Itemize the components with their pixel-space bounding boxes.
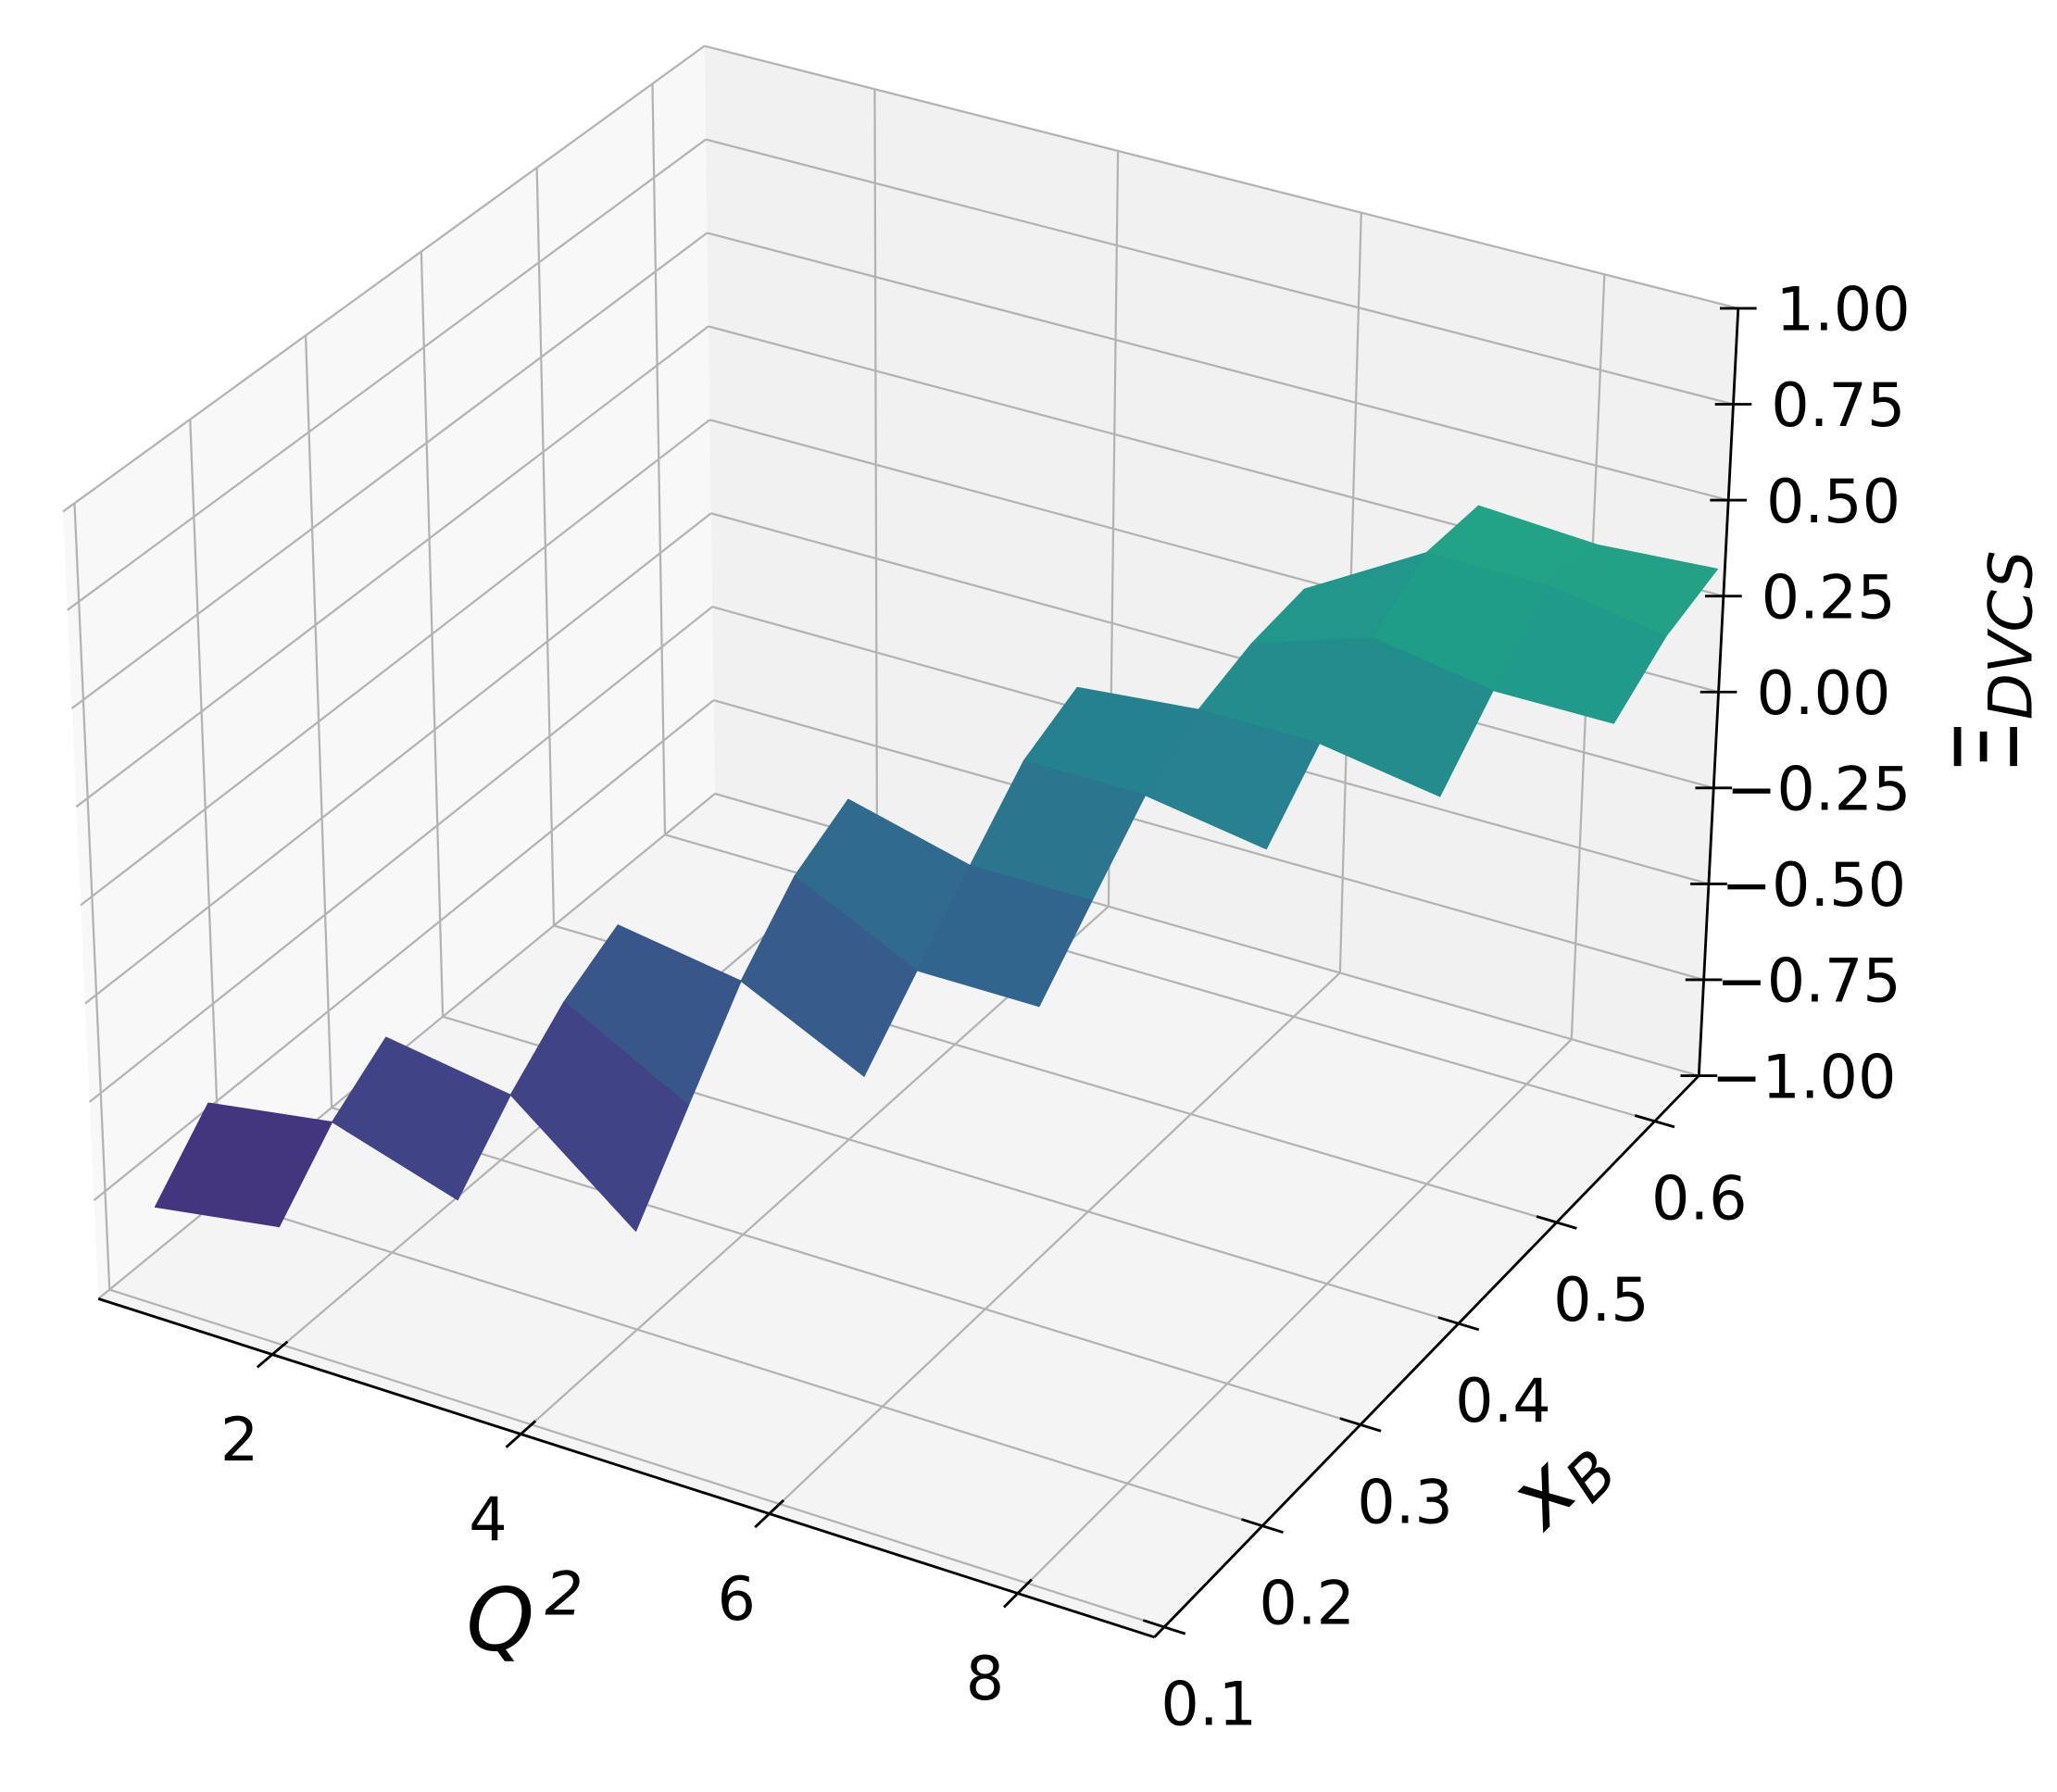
x-label-sup: 2 <box>545 1560 583 1629</box>
x-tick <box>505 1420 537 1448</box>
y-tick <box>1142 1619 1186 1635</box>
z-tick-label: 0.75 <box>1771 371 1905 441</box>
y-tick-label: 0.3 <box>1357 1468 1453 1537</box>
grid-line <box>67 138 707 611</box>
surface <box>154 505 1718 1232</box>
surface-cell <box>1492 584 1667 724</box>
z-tick-label: −0.25 <box>1726 756 1912 825</box>
grid-line <box>1017 1038 1573 1595</box>
z-label-base: Ξ <box>1938 720 2038 774</box>
back-pane <box>704 45 1738 1076</box>
y-tick <box>1241 1518 1284 1535</box>
grid-line <box>710 512 1714 789</box>
grid-line <box>219 1197 1263 1527</box>
x-tick <box>256 1340 289 1369</box>
z-label-sub: DVCS <box>1977 550 2047 720</box>
grid-line <box>704 44 1739 310</box>
x-tick-label: 8 <box>966 1645 1004 1714</box>
y-tick <box>1634 1114 1675 1129</box>
x-tick-label: 6 <box>717 1565 755 1635</box>
grid-line <box>108 1288 1165 1628</box>
z-tick-label: −1.00 <box>1712 1043 1897 1112</box>
grid-line <box>93 699 715 1201</box>
grid-line <box>88 606 713 1103</box>
z-tick-label: 1.00 <box>1776 276 1911 345</box>
surface-cell <box>916 864 1093 1008</box>
grid-line <box>768 971 1341 1515</box>
grid-line <box>62 44 706 513</box>
x-tick-label: 4 <box>469 1485 507 1555</box>
x-tick <box>1002 1578 1033 1609</box>
y-tick-label: 0.2 <box>1259 1570 1355 1639</box>
grid-line <box>707 232 1729 502</box>
z-tick-label: 0.00 <box>1756 659 1890 729</box>
z-axis-label: ΞDVCS <box>1938 550 2046 774</box>
y-tick <box>1536 1215 1577 1230</box>
grid-line <box>331 1106 1361 1426</box>
y-tick-label: 0.1 <box>1160 1671 1257 1740</box>
grid-line <box>84 512 712 1005</box>
left-pane <box>62 45 715 1299</box>
z-tick-label: −0.50 <box>1721 851 1906 921</box>
y-axis-line <box>1153 1074 1700 1638</box>
z-tick-label: 0.50 <box>1766 468 1900 537</box>
z-tick-label: 0.25 <box>1762 563 1896 633</box>
grid-line <box>713 699 1704 982</box>
grid-line <box>705 138 1734 406</box>
grid-line <box>70 232 709 709</box>
y-tick <box>1339 1417 1382 1433</box>
surface-cell <box>509 1001 689 1232</box>
z-tick-label: −0.75 <box>1716 947 1901 1017</box>
grid-line <box>75 325 709 808</box>
x-label-base: Q <box>466 1571 534 1672</box>
grid-line <box>80 419 710 907</box>
y-tick-label: 0.4 <box>1455 1367 1551 1436</box>
x-tick <box>754 1498 785 1529</box>
y-tick-label: 0.6 <box>1651 1165 1748 1234</box>
x-axis-line <box>97 1297 1155 1639</box>
y-tick-label: 0.5 <box>1553 1266 1649 1335</box>
x-tick-label: 2 <box>220 1406 258 1475</box>
y-tick <box>1437 1316 1480 1332</box>
